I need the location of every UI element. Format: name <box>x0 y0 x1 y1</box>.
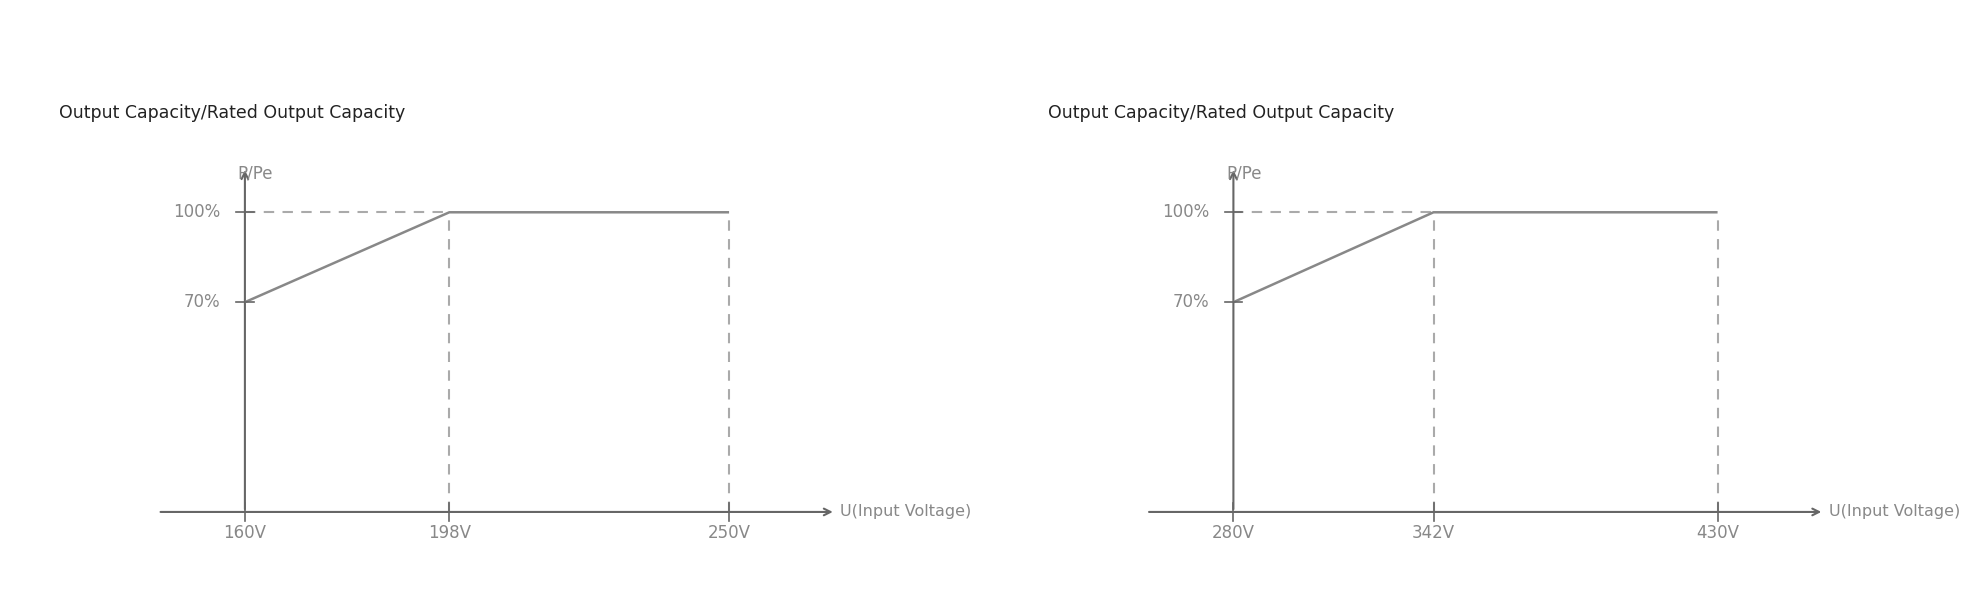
Text: 430V: 430V <box>1696 524 1740 542</box>
Text: 280V: 280V <box>1212 524 1255 542</box>
Text: Output Capacity/Rated Output Capacity: Output Capacity/Rated Output Capacity <box>1048 104 1394 122</box>
Text: P/Pe: P/Pe <box>1226 164 1261 182</box>
Text: 250V: 250V <box>708 524 751 542</box>
Text: P/Pe: P/Pe <box>237 164 273 182</box>
Text: 100%: 100% <box>174 203 221 221</box>
Text: 342V: 342V <box>1412 524 1455 542</box>
Text: U(Input Voltage): U(Input Voltage) <box>1829 504 1959 519</box>
Text: 198V: 198V <box>427 524 471 542</box>
Text: U(Input Voltage): U(Input Voltage) <box>840 504 971 519</box>
Text: 70%: 70% <box>184 293 221 311</box>
Text: Output Capacity/Rated Output Capacity: Output Capacity/Rated Output Capacity <box>59 104 405 122</box>
Text: 70%: 70% <box>1172 293 1210 311</box>
Text: 100%: 100% <box>1162 203 1210 221</box>
Text: 160V: 160V <box>223 524 267 542</box>
